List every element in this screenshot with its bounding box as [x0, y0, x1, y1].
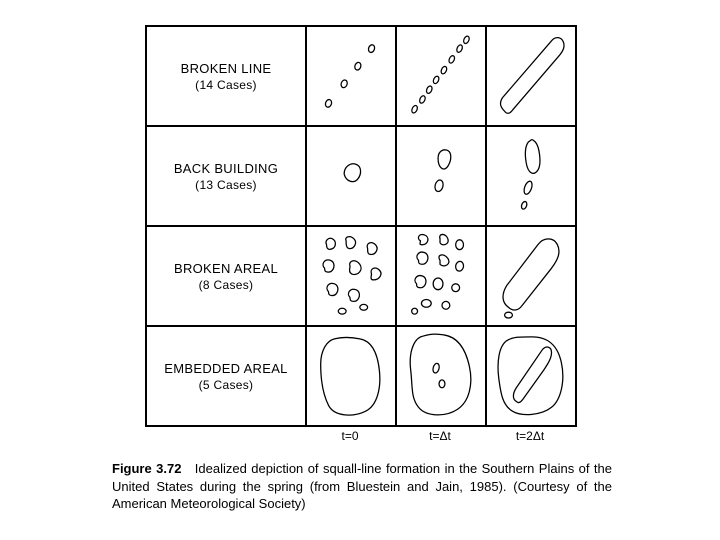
time-label-2: t=2Δt — [516, 429, 544, 443]
row-title: BACK BUILDING — [174, 161, 278, 176]
row-label-1: BACK BUILDING (13 Cases) — [146, 126, 306, 226]
cell-r3-c1 — [396, 326, 486, 426]
cell-r1-c2 — [486, 126, 576, 226]
row-label-2: BROKEN AREAL (8 Cases) — [146, 226, 306, 326]
cell-r1-c0 — [306, 126, 396, 226]
cell-r2-c2 — [486, 226, 576, 326]
time-label-1: t=Δt — [429, 429, 451, 443]
row-label-0: BROKEN LINE (14 Cases) — [146, 26, 306, 126]
cell-r0-c0 — [306, 26, 396, 126]
cell-r3-c0 — [306, 326, 396, 426]
row-count: (13 Cases) — [195, 178, 257, 192]
diagram-grid: BROKEN LINE (14 Cases) BACK BUILDING (13 Ca… — [145, 25, 577, 427]
row-title: BROKEN LINE — [181, 61, 272, 76]
row-count: (8 Cases) — [199, 278, 254, 292]
cell-r0-c2 — [486, 26, 576, 126]
row-count: (14 Cases) — [195, 78, 257, 92]
figure-caption: Figure 3.72 Idealized depiction of squal… — [112, 460, 612, 513]
figure-caption-text: Idealized depiction of squall-line forma… — [112, 461, 612, 511]
cell-r0-c1 — [396, 26, 486, 126]
time-axis-labels: t=0 t=Δt t=2Δt — [145, 427, 575, 447]
time-label-0: t=0 — [341, 429, 358, 443]
figure-number: Figure 3.72 — [112, 461, 181, 476]
cell-r3-c2 — [486, 326, 576, 426]
cell-r1-c1 — [396, 126, 486, 226]
row-count: (5 Cases) — [199, 378, 254, 392]
row-title: BROKEN AREAL — [174, 261, 278, 276]
cell-r2-c1 — [396, 226, 486, 326]
row-title: EMBEDDED AREAL — [164, 361, 287, 376]
cell-r2-c0 — [306, 226, 396, 326]
row-label-3: EMBEDDED AREAL (5 Cases) — [146, 326, 306, 426]
figure-3-72: BROKEN LINE (14 Cases) BACK BUILDING (13 Ca… — [145, 25, 575, 447]
